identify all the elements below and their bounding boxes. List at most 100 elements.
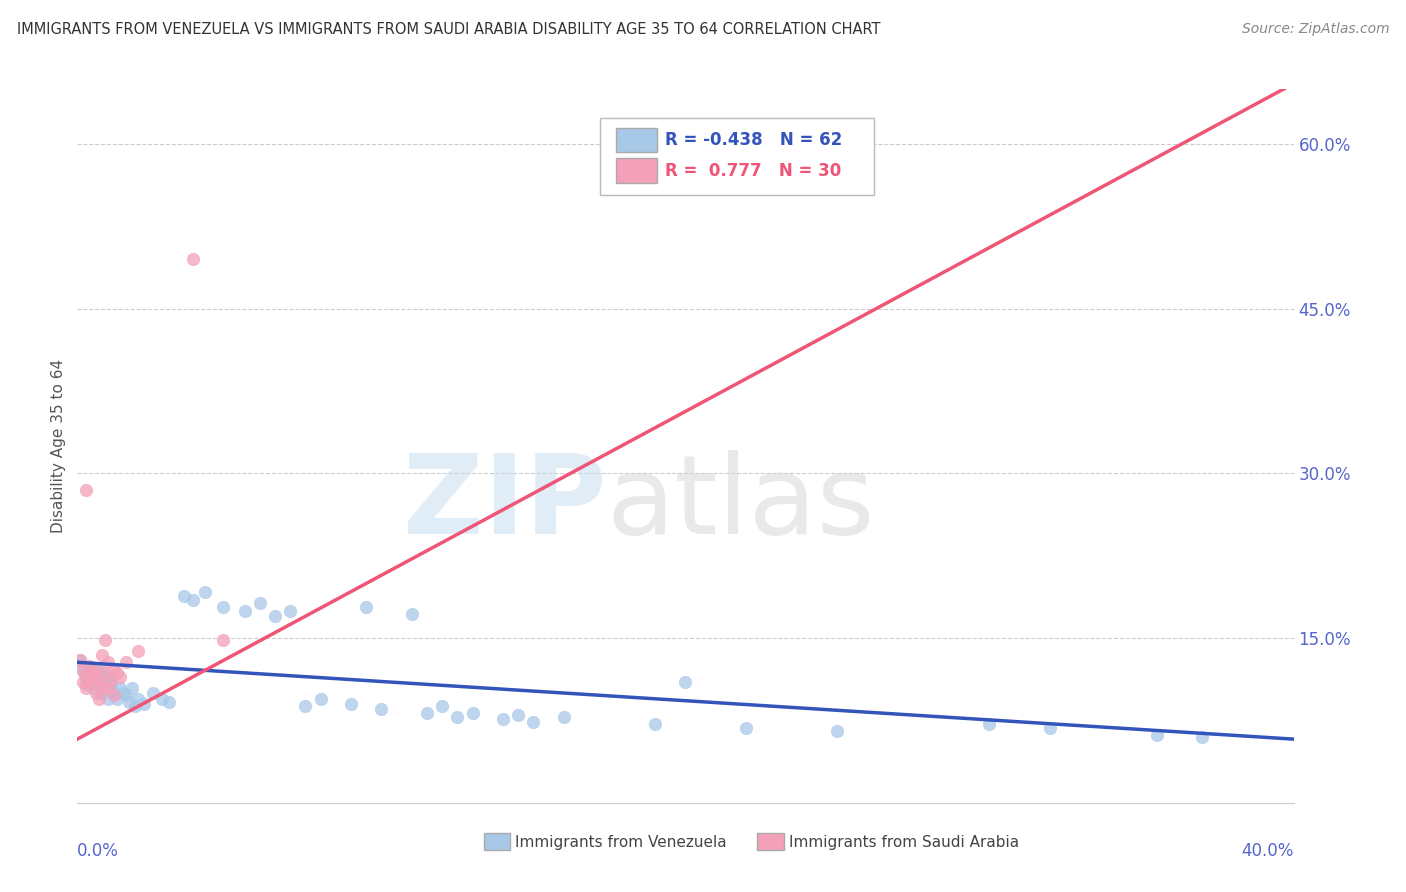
Point <box>75 483 97 497</box>
Point <box>79 658 101 673</box>
Point <box>492 712 515 726</box>
Point <box>370 702 392 716</box>
Text: Immigrants from Venezuela: Immigrants from Venezuela <box>515 835 727 849</box>
Point <box>97 681 120 695</box>
Point <box>97 669 120 683</box>
Point <box>87 677 110 691</box>
Text: IMMIGRANTS FROM VENEZUELA VS IMMIGRANTS FROM SAUDI ARABIA DISABILITY AGE 35 TO 6: IMMIGRANTS FROM VENEZUELA VS IMMIGRANTS … <box>17 22 880 37</box>
Point <box>69 653 91 667</box>
Point <box>103 688 125 702</box>
Point <box>1039 721 1062 735</box>
Point <box>430 699 453 714</box>
Point <box>84 669 107 683</box>
Point <box>278 604 301 618</box>
Point <box>93 633 115 648</box>
Point <box>127 644 149 658</box>
Text: 40.0%: 40.0% <box>1241 842 1294 860</box>
Point <box>82 681 104 695</box>
Point <box>675 675 697 690</box>
FancyBboxPatch shape <box>484 833 510 850</box>
Point <box>127 691 149 706</box>
Point <box>90 648 112 662</box>
Text: ZIP: ZIP <box>404 450 606 557</box>
Point <box>416 706 439 720</box>
Point <box>152 691 174 706</box>
Point <box>87 664 110 678</box>
Point <box>461 706 484 720</box>
Point <box>79 666 101 681</box>
Point <box>1191 730 1213 744</box>
Point <box>111 686 134 700</box>
Point <box>82 666 104 681</box>
Point <box>97 655 120 669</box>
Point <box>69 653 91 667</box>
Text: 0.0%: 0.0% <box>77 842 120 860</box>
Point <box>233 604 256 618</box>
Point <box>93 666 115 681</box>
FancyBboxPatch shape <box>616 159 658 183</box>
Point <box>72 664 94 678</box>
Point <box>108 669 131 683</box>
Point <box>75 669 97 683</box>
Point <box>212 600 235 615</box>
Point <box>97 691 120 706</box>
Point <box>115 688 138 702</box>
Point <box>157 695 180 709</box>
Point <box>75 677 97 691</box>
Point <box>124 699 146 714</box>
Point <box>82 662 104 676</box>
Point <box>75 669 97 683</box>
Point <box>87 673 110 687</box>
Point <box>121 681 143 695</box>
Point <box>118 695 141 709</box>
Point <box>90 681 112 695</box>
Point <box>264 609 287 624</box>
Point <box>103 662 125 676</box>
FancyBboxPatch shape <box>600 118 875 194</box>
Point <box>75 681 97 695</box>
Point <box>309 691 332 706</box>
Point <box>1146 728 1168 742</box>
Point <box>354 600 377 615</box>
Point <box>644 716 666 731</box>
Point <box>84 662 107 676</box>
Text: atlas: atlas <box>606 450 875 557</box>
Point <box>93 673 115 687</box>
Point <box>446 710 468 724</box>
Point <box>553 710 575 724</box>
Point <box>108 681 131 695</box>
Point <box>79 673 101 687</box>
Y-axis label: Disability Age 35 to 64: Disability Age 35 to 64 <box>51 359 66 533</box>
Point <box>72 675 94 690</box>
Point <box>105 666 128 681</box>
Point <box>181 592 204 607</box>
Text: Immigrants from Saudi Arabia: Immigrants from Saudi Arabia <box>789 835 1019 849</box>
FancyBboxPatch shape <box>758 833 785 850</box>
Point <box>84 669 107 683</box>
Point <box>134 697 156 711</box>
Text: Source: ZipAtlas.com: Source: ZipAtlas.com <box>1241 22 1389 37</box>
Point <box>294 699 316 714</box>
Point <box>72 658 94 673</box>
Point <box>508 708 530 723</box>
Point <box>401 607 423 621</box>
Point <box>90 686 112 700</box>
Point <box>103 686 125 700</box>
Point <box>87 691 110 706</box>
Point <box>181 252 204 267</box>
Point <box>100 673 122 687</box>
Text: R = -0.438   N = 62: R = -0.438 N = 62 <box>665 131 842 149</box>
Text: R =  0.777   N = 30: R = 0.777 N = 30 <box>665 161 841 179</box>
Point <box>142 686 165 700</box>
Point <box>249 596 271 610</box>
Point <box>82 677 104 691</box>
Point <box>79 673 101 687</box>
Point <box>84 675 107 690</box>
Point <box>84 686 107 700</box>
Point <box>735 721 758 735</box>
FancyBboxPatch shape <box>616 128 658 152</box>
Point <box>72 664 94 678</box>
Point <box>522 714 544 729</box>
Point <box>115 655 138 669</box>
Point <box>90 666 112 681</box>
